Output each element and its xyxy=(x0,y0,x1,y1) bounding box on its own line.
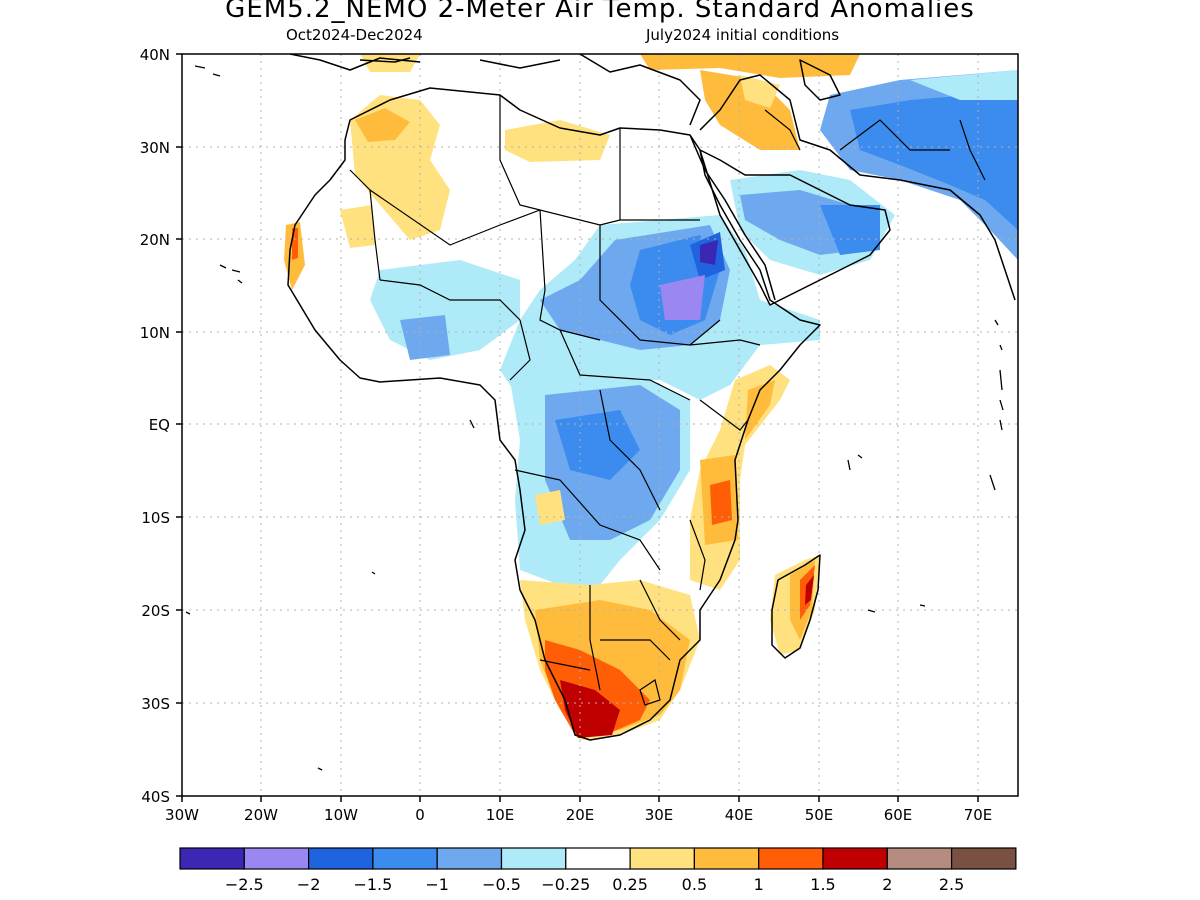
colorbar-swatch xyxy=(693,847,760,870)
colorbar-swatch xyxy=(179,847,245,870)
map-content xyxy=(182,54,1018,796)
islands xyxy=(185,65,1004,771)
lat-label: 20N xyxy=(140,231,170,249)
lat-label: 40S xyxy=(141,788,170,806)
lon-label: 70E xyxy=(964,806,993,824)
colorbar-swatch xyxy=(886,847,953,870)
map-title: GEM5.2_NEMO 2-Meter Air Temp. Standard A… xyxy=(225,0,975,24)
colorbar-swatch xyxy=(822,847,888,870)
initial-conditions: July2024 initial conditions xyxy=(646,26,840,44)
colorbar-swatch xyxy=(243,847,310,870)
colorbar-label: −2.5 xyxy=(225,875,264,894)
coastlines xyxy=(287,54,1016,741)
colorbar-label: −1 xyxy=(425,875,449,894)
lat-label: 30N xyxy=(140,139,170,157)
colorbar-label: −0.5 xyxy=(482,875,521,894)
lon-label: 20E xyxy=(566,806,595,824)
lat-label: 40N xyxy=(140,46,170,64)
lon-label: 0 xyxy=(415,806,425,824)
lat-label: 20S xyxy=(141,602,170,620)
colorbar-swatch xyxy=(436,847,503,870)
colorbar-swatch xyxy=(372,847,438,870)
lon-label: 10E xyxy=(486,806,515,824)
forecast-period: Oct2024-Dec2024 xyxy=(286,26,423,44)
lon-label: 30E xyxy=(645,806,674,824)
colorbar-label: 2.5 xyxy=(939,875,964,894)
colorbar-label: −1.5 xyxy=(353,875,392,894)
colorbar-swatch xyxy=(308,847,374,870)
colorbar-label: −2 xyxy=(297,875,321,894)
colorbar-label: 2 xyxy=(882,875,892,894)
colorbar-label: 0.25 xyxy=(612,875,648,894)
lat-label: 10S xyxy=(141,509,170,527)
colorbar-label: 1.5 xyxy=(810,875,835,894)
colorbar-swatch xyxy=(500,847,567,870)
colorbar-swatch xyxy=(565,847,631,870)
plot-frame xyxy=(181,53,1019,797)
colorbar-swatch xyxy=(629,847,695,870)
gridlines xyxy=(182,54,1018,796)
country-borders xyxy=(349,95,986,706)
lon-label: 50E xyxy=(805,806,834,824)
lon-label: 10W xyxy=(324,806,358,824)
anomaly-shading xyxy=(284,54,1018,740)
colorbar-swatch xyxy=(758,847,824,870)
lon-label: 40E xyxy=(725,806,754,824)
colorbar-label: −0.25 xyxy=(541,875,590,894)
axis-ticks xyxy=(176,53,979,802)
lon-labels: 30W 20W 10W 0 10E 20E 30E 40E 50E 60E 70… xyxy=(165,806,992,824)
colorbar: −2.5 −2 −1.5 −1 −0.5 −0.25 0.25 0.5 1 1.5 2 2.5 xyxy=(179,847,1017,894)
colorbar-label: 1 xyxy=(754,875,764,894)
lat-labels: 40N 30N 20N 10N EQ 10S 20S 30S 40S xyxy=(140,46,170,806)
lat-label: 30S xyxy=(141,695,170,713)
colorbar-label: 0.5 xyxy=(682,875,707,894)
colorbar-swatch xyxy=(950,847,1017,870)
lon-label: 20W xyxy=(244,806,278,824)
lat-label: EQ xyxy=(149,416,170,434)
lon-label: 30W xyxy=(165,806,199,824)
lon-label: 60E xyxy=(884,806,913,824)
lat-label: 10N xyxy=(140,324,170,342)
